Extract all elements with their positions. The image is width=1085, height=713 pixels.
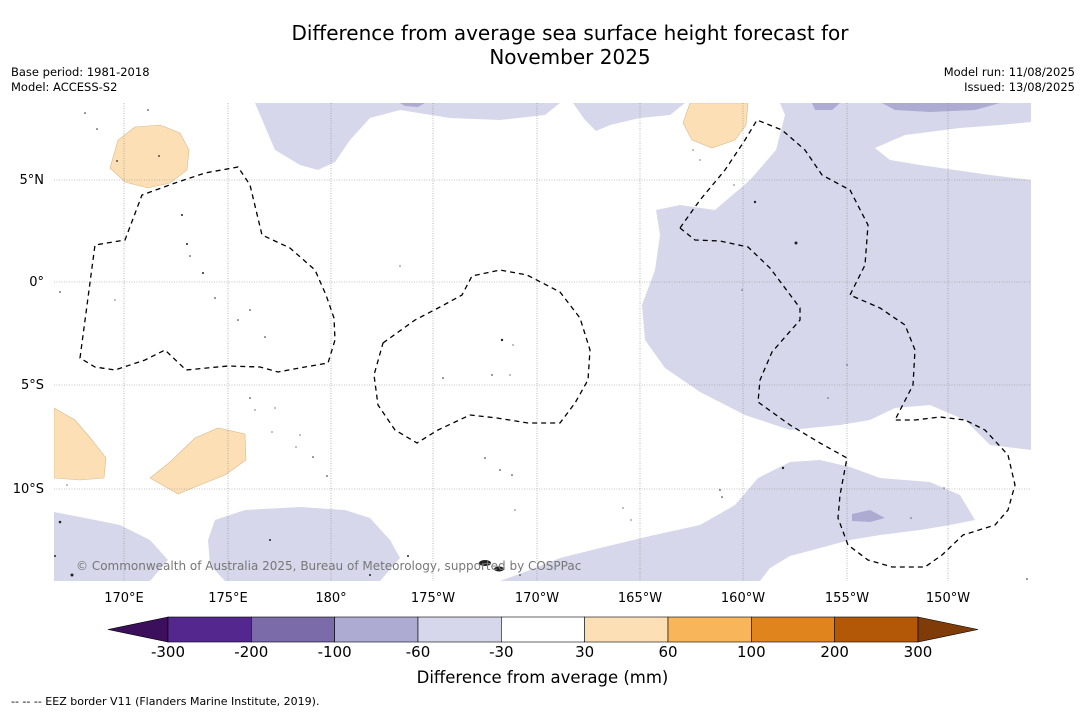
colorbar-bin <box>667 616 752 643</box>
lat-label-10s: 10°S <box>13 482 44 497</box>
colorbar-tick-label: 300 <box>903 643 933 661</box>
model-info: Base period: 1981-2018 Model: ACCESS-S2 <box>11 65 150 95</box>
model-name: Model: ACCESS-S2 <box>11 80 118 94</box>
base-period: Base period: 1981-2018 <box>11 65 150 79</box>
colorbar-tick-label: 200 <box>820 643 849 661</box>
lat-label-0: 0° <box>29 275 44 290</box>
anomaly-patch-north-center <box>400 103 425 107</box>
lon-label-170w: 170°W <box>515 591 559 606</box>
colorbar-bin <box>751 616 835 643</box>
anomaly-region-south-center <box>208 507 400 581</box>
colorbar <box>107 616 979 643</box>
anomaly-gap-east <box>875 122 1031 180</box>
longitude-labels: 170°E 175°E 180° 175°W 170°W 165°W 160°W… <box>104 591 970 606</box>
lat-label-5n: 5°N <box>20 173 45 188</box>
colorbar-bin <box>251 616 335 643</box>
eez-legend-note: -- -- -- EEZ border V11 (Flanders Marine… <box>11 695 320 708</box>
run-info: Model run: 11/08/2025 Issued: 13/08/2025 <box>944 65 1075 95</box>
anomaly-region-south-west <box>54 512 168 581</box>
graticule <box>54 103 1031 581</box>
colorbar-under-arrow <box>107 616 169 643</box>
issued-date: Issued: 13/08/2025 <box>964 80 1075 94</box>
lon-label-160w: 160°W <box>721 591 765 606</box>
colorbar-bin <box>167 616 252 643</box>
colorbar-label: Difference from average (mm) <box>416 668 669 687</box>
lon-label-155w: 155°W <box>825 591 869 606</box>
title-line-1: Difference from average sea surface heig… <box>291 21 849 45</box>
colorbar-tick-label: -60 <box>405 643 431 661</box>
colorbar-tick-label: 100 <box>737 643 766 661</box>
colorbar-bin <box>501 616 585 643</box>
lon-label-180: 180° <box>315 591 346 606</box>
lon-label-165w: 165°W <box>618 591 662 606</box>
colorbar-bin <box>417 616 502 643</box>
positive-anomaly-nw <box>109 124 190 189</box>
eez-borders <box>79 119 1016 568</box>
colorbar-tick-label: -200 <box>234 643 269 661</box>
lat-label-5s: 5°S <box>21 378 44 393</box>
anomaly-patch-south-east <box>852 510 885 522</box>
colorbar-tick-label: 60 <box>658 643 678 661</box>
anomaly-region-south-east <box>500 460 975 581</box>
colorbar-tick-label: -300 <box>150 643 186 661</box>
colorbar-over-arrow <box>917 616 979 643</box>
latitude-labels: 5°N 0° 5°S 10°S <box>13 173 44 497</box>
colorbar-bin <box>834 616 919 643</box>
lon-label-170e: 170°E <box>104 591 144 606</box>
colorbar-bin <box>584 616 669 643</box>
positive-anomaly-southwest <box>149 427 247 495</box>
islands <box>54 109 1028 580</box>
anomaly-patch-north-east-2 <box>812 103 840 110</box>
colorbar-tick-label: -30 <box>489 643 514 661</box>
colorbar-tick-label: 30 <box>575 643 595 661</box>
anomaly-region-east <box>642 103 1031 450</box>
title-line-2: November 2025 <box>489 45 651 69</box>
lon-label-150w: 150°W <box>926 591 970 606</box>
map-title: Difference from average sea surface heig… <box>200 21 940 69</box>
positive-anomaly-west <box>54 407 107 481</box>
copyright-credit: © Commonwealth of Australia 2025, Bureau… <box>76 559 581 573</box>
colorbar-bin <box>334 616 419 643</box>
positive-anomaly-north <box>682 103 749 149</box>
lon-label-175w: 175°W <box>411 591 455 606</box>
anomaly-region-north-east <box>573 103 685 131</box>
colorbar-tick-label: -100 <box>317 643 352 661</box>
model-run-date: Model run: 11/08/2025 <box>943 65 1075 79</box>
lon-label-175e: 175°E <box>208 591 248 606</box>
anomaly-patch-north-east <box>882 103 1000 112</box>
